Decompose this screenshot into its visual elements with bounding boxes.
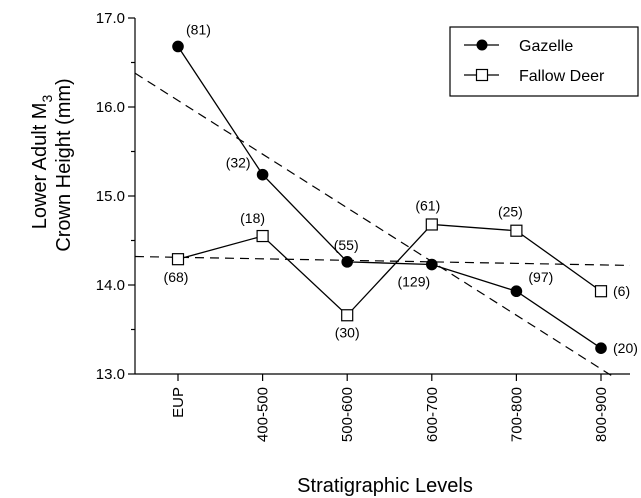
fallow-deer-point-label: (25) — [498, 204, 523, 220]
gazelle-point — [172, 40, 184, 53]
gazelle-point-label: (97) — [528, 269, 553, 285]
fallow-deer-point — [510, 224, 523, 237]
y-tick-label: 16.0 — [96, 99, 125, 116]
legend-fallow-deer-label: Fallow Deer — [519, 68, 605, 85]
legend-fallow-deer-marker — [475, 68, 489, 82]
fallow-deer-trendline — [134, 255, 631, 267]
x-tick-label: 700-800 — [508, 387, 525, 442]
legend: Gazelle Fallow Deer — [449, 26, 639, 97]
trendlines — [134, 72, 631, 379]
gazelle-point-label: (129) — [397, 274, 430, 290]
y-tick-label: 15.0 — [96, 188, 125, 205]
fallow-deer-line — [177, 223, 602, 317]
fallow-deer-point-label: (30) — [335, 324, 360, 340]
gazelle-point-label: (20) — [613, 340, 638, 356]
x-tick-label: 400-500 — [255, 387, 272, 442]
fallow-deer-point — [594, 285, 608, 298]
gazelle-point — [341, 256, 354, 268]
x-tick-label: 500-600 — [339, 387, 356, 442]
gazelle-point — [426, 258, 438, 271]
gazelle-point-label: (55) — [334, 237, 359, 253]
legend-box — [449, 26, 639, 97]
gazelle-point-label: (81) — [186, 21, 211, 37]
gazelle-point-label: (32) — [226, 155, 251, 171]
y-axis-title-line2: Crown Height (mm) — [53, 78, 75, 251]
fallow-deer-point — [256, 229, 269, 243]
x-tick-label: 600-700 — [424, 387, 441, 442]
fallow-deer-point — [425, 218, 438, 231]
y-axis-title: Lower Adult M3 Crown Height (mm) — [29, 78, 75, 251]
legend-gazelle-marker — [476, 39, 488, 51]
y-tick-label: 17.0 — [96, 10, 125, 27]
fallow-deer-point — [171, 253, 185, 266]
axes: 13.0 14.0 15.0 16.0 17.0 EUP 400-500 500-600 600… — [96, 10, 630, 442]
markers — [171, 40, 608, 354]
x-tick-label: EUP — [170, 387, 187, 418]
x-axis-title: Stratigraphic Levels — [297, 475, 473, 497]
y-axis-title-line1: Lower Adult M3 — [29, 95, 55, 230]
legend-gazelle-label: Gazelle — [519, 38, 573, 55]
fallow-deer-point — [341, 309, 354, 322]
x-tick-label: 800-900 — [593, 387, 610, 442]
y-tick-label: 14.0 — [96, 277, 125, 294]
y-axis-title-line1-base: Lower Adult M — [29, 103, 51, 230]
gazelle-point — [256, 168, 269, 181]
fallow-deer-point-label: (6) — [613, 283, 630, 299]
fallow-deer-point-label: (18) — [240, 210, 265, 226]
gazelle-point — [595, 342, 607, 354]
gazelle-trendline — [134, 72, 617, 379]
point-labels: (81) (32) (55) (129) (97) (20) (68) (18) (30) (61… — [164, 21, 638, 356]
fallow-deer-point-label: (68) — [164, 269, 189, 285]
series-lines — [177, 46, 602, 349]
gazelle-point — [510, 285, 523, 298]
y-axis-title-line1-sub: 3 — [39, 95, 55, 103]
fallow-deer-point-label: (61) — [415, 197, 440, 213]
gazelle-line — [177, 46, 602, 349]
y-tick-label: 13.0 — [96, 366, 125, 383]
